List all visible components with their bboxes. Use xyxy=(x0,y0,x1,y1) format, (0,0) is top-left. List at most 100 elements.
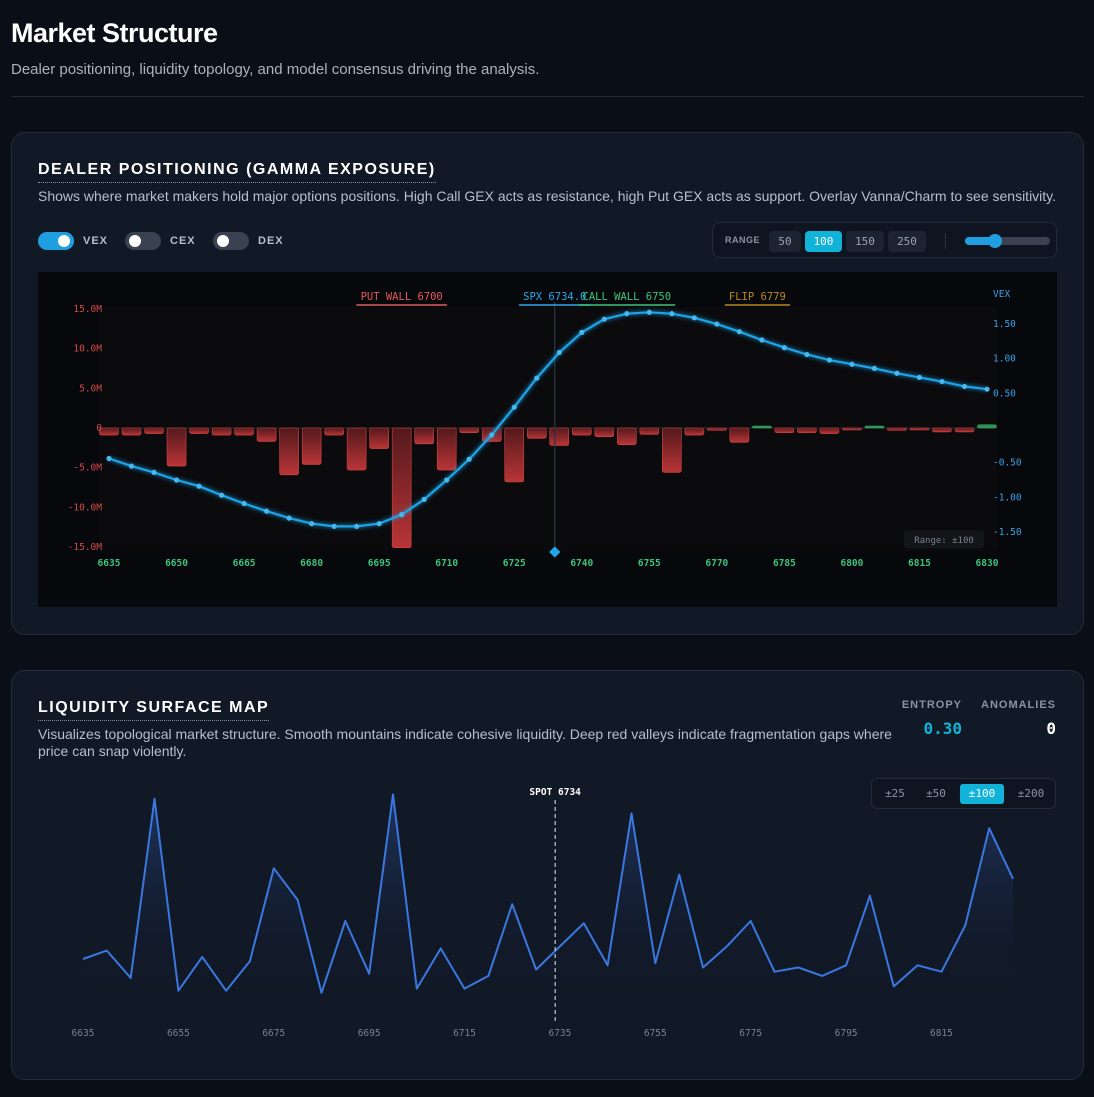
right-axis-title: VEX xyxy=(993,289,1010,300)
vex-point xyxy=(916,374,923,381)
liq-description-line-1: Visualizes topological market structure.… xyxy=(38,726,892,742)
gex-panel-description: Shows where market makers hold major opt… xyxy=(38,188,1057,204)
entropy-label: ENTROPY xyxy=(901,699,962,711)
right-axis-tick: -1.50 xyxy=(993,527,1022,538)
gex-bar xyxy=(887,427,907,431)
entropy-stat: ENTROPY 0.30 xyxy=(892,699,962,738)
vex-point xyxy=(804,351,810,358)
range-separator xyxy=(945,233,946,249)
gex-bar xyxy=(121,427,142,436)
vex-point xyxy=(511,404,517,410)
x-axis-tick: 6715 xyxy=(453,1028,476,1039)
liq-panel-description: Visualizes topological market structure.… xyxy=(38,726,892,760)
vex-point xyxy=(736,329,742,335)
range-100-button[interactable]: 100 xyxy=(805,231,842,252)
vex-point xyxy=(399,512,405,518)
gex-bar xyxy=(504,427,525,483)
vex-point xyxy=(376,521,382,527)
right-axis-tick: 1.00 xyxy=(993,354,1016,365)
vex-point xyxy=(106,455,112,462)
gex-bar xyxy=(977,424,997,429)
gex-bar xyxy=(729,427,750,443)
gex-plot-background xyxy=(99,307,997,551)
vex-point xyxy=(489,432,495,438)
dex-toggle-label: DEX xyxy=(258,235,284,247)
anomalies-label: ANOMALIES xyxy=(981,699,1056,711)
gex-chart-area: 15.0M 10.0M 5.0M 0 -5.0M -10.0M -15.0M VEX 1.50 1… xyxy=(38,272,1057,607)
anomalies-value: 0 xyxy=(1046,719,1056,738)
cex-switch[interactable] xyxy=(125,232,161,250)
entropy-value: 0.30 xyxy=(923,719,962,738)
gex-bar xyxy=(324,427,344,436)
vex-point xyxy=(354,523,360,530)
x-axis-tick: 6695 xyxy=(368,558,391,569)
liq-description-line-2: price can snap violently. xyxy=(38,743,187,759)
vex-point xyxy=(196,483,202,489)
range-slider[interactable] xyxy=(965,234,1050,248)
gex-bar xyxy=(954,427,975,433)
vex-point xyxy=(466,456,472,462)
x-axis-tick: 6815 xyxy=(930,1028,953,1039)
zoom-25-button[interactable]: ±25 xyxy=(885,787,905,800)
range-250-button[interactable]: 250 xyxy=(888,231,926,252)
page-title: Market Structure xyxy=(11,18,218,48)
dex-toggle[interactable]: DEX xyxy=(213,232,284,250)
x-axis-tick: 6695 xyxy=(358,1028,381,1039)
zoom-50-button[interactable]: ±50 xyxy=(926,787,946,800)
range-150-button[interactable]: 150 xyxy=(846,231,884,252)
right-axis-tick: -1.00 xyxy=(993,492,1022,503)
vex-switch[interactable] xyxy=(38,232,74,250)
gex-bar xyxy=(166,427,187,467)
vex-toggle[interactable]: VEX xyxy=(38,232,108,250)
range-label: RANGE xyxy=(725,235,761,245)
vex-point xyxy=(961,383,968,390)
gex-bar xyxy=(279,427,299,476)
cex-toggle[interactable]: CEX xyxy=(125,232,196,250)
vex-point xyxy=(331,523,337,530)
x-axis-tick: 6710 xyxy=(435,558,458,569)
gex-chart: 15.0M 10.0M 5.0M 0 -5.0M -10.0M -15.0M VEX 1.50 1… xyxy=(68,289,1022,569)
x-axis-tick: 6815 xyxy=(908,558,931,569)
x-axis-tick: 6735 xyxy=(548,1028,571,1039)
liquidity-surface-panel: LIQUIDITY SURFACE MAP Visualizes topolog… xyxy=(11,670,1084,1080)
vex-point xyxy=(444,477,450,483)
gex-bar xyxy=(684,427,705,436)
x-axis-tick: 6740 xyxy=(570,558,593,569)
vex-point xyxy=(691,315,697,321)
gex-bar xyxy=(414,427,434,445)
gex-bar xyxy=(594,427,615,438)
vex-toggle-label: VEX xyxy=(83,235,109,247)
vex-point xyxy=(939,378,945,385)
range-slider-thumb[interactable] xyxy=(987,234,1002,248)
vex-point xyxy=(579,329,585,335)
vex-point xyxy=(421,496,427,502)
range-50-button[interactable]: 50 xyxy=(769,231,801,252)
left-axis-tick: 0 xyxy=(96,423,102,434)
vex-point xyxy=(781,345,787,351)
x-axis-tick: 6725 xyxy=(503,558,526,569)
gex-bar xyxy=(144,427,164,434)
gex-bar xyxy=(234,427,254,436)
zoom-200-button[interactable]: ±200 xyxy=(1017,787,1045,800)
vex-point xyxy=(601,316,607,322)
gex-bar xyxy=(819,427,840,434)
left-axis-tick: -5.0M xyxy=(73,463,102,474)
x-axis-tick: 6830 xyxy=(976,558,999,569)
marker-label: FLIP 6779 xyxy=(729,291,786,303)
vex-point xyxy=(151,469,157,475)
vex-point xyxy=(984,386,990,392)
vex-point xyxy=(826,357,833,363)
x-axis-tick: 6755 xyxy=(638,558,661,569)
spot-diamond xyxy=(549,546,561,558)
vex-point xyxy=(871,365,878,372)
gex-bar xyxy=(707,427,727,431)
marker-label: PUT WALL 6700 xyxy=(361,291,443,303)
dex-switch[interactable] xyxy=(213,232,249,250)
surface-line xyxy=(82,793,1014,994)
gex-panel-title: DEALER POSITIONING (GAMMA EXPOSURE) xyxy=(38,161,436,183)
range-note-box xyxy=(904,530,984,548)
vex-point xyxy=(263,508,270,514)
zoom-100-button[interactable]: ±100 xyxy=(960,784,1004,804)
gex-bar xyxy=(774,427,795,434)
gex-bar xyxy=(842,427,862,431)
